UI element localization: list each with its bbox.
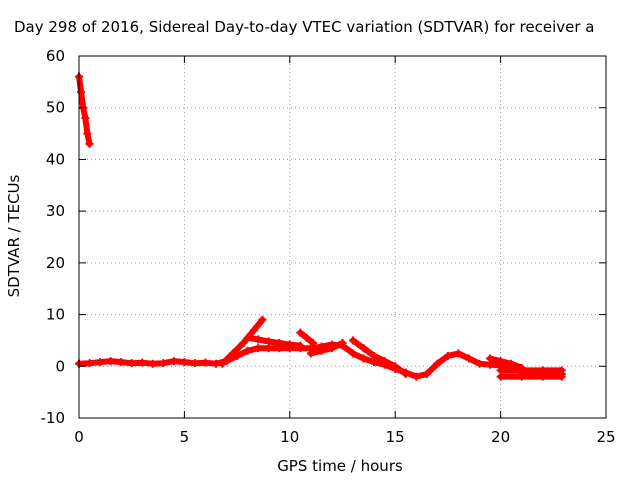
plot-frame — [78, 55, 607, 419]
x-tick-label: 0 — [74, 428, 84, 446]
data-point — [454, 349, 463, 358]
data-point — [159, 359, 168, 368]
data-point — [148, 359, 157, 368]
tick-layer: 0 5 10 15 20 25 -10 0 10 20 30 40 50 60 — [41, 47, 616, 446]
data-point — [83, 129, 92, 138]
data-point — [85, 139, 94, 148]
series-band — [307, 340, 346, 357]
data-point — [85, 359, 94, 368]
data-point — [117, 358, 126, 367]
data-point — [338, 339, 347, 348]
y-tick-label: 10 — [46, 306, 65, 324]
data-point — [557, 366, 566, 375]
data-point — [190, 359, 199, 368]
series-layer — [75, 72, 566, 381]
data-point — [138, 358, 147, 367]
data-point — [106, 357, 115, 366]
data-point — [302, 333, 311, 342]
x-tick-label: 20 — [491, 428, 510, 446]
data-point — [359, 354, 368, 363]
data-point — [317, 346, 326, 355]
data-point — [359, 344, 368, 353]
data-point — [308, 339, 317, 348]
data-point — [517, 366, 526, 375]
y-tick-label: 60 — [46, 47, 65, 65]
data-point — [180, 358, 189, 367]
data-point — [243, 333, 252, 342]
data-point — [254, 344, 263, 353]
y-tick-label: 20 — [46, 254, 65, 272]
data-point — [264, 337, 273, 346]
data-point — [81, 114, 90, 123]
x-tick-label: 10 — [280, 428, 299, 446]
data-point — [412, 372, 421, 381]
x-tick-label: 5 — [180, 428, 190, 446]
x-tick-label: 25 — [596, 428, 615, 446]
data-point — [464, 354, 473, 363]
data-point — [249, 326, 258, 335]
x-tick-label: 15 — [386, 428, 405, 446]
data-point — [306, 349, 315, 358]
data-point — [380, 357, 389, 366]
series-band — [350, 337, 409, 377]
y-tick-label: 50 — [46, 99, 65, 117]
series-band — [487, 355, 525, 371]
data-point — [296, 328, 305, 337]
data-point — [370, 351, 379, 360]
data-point — [96, 358, 105, 367]
data-point — [496, 366, 505, 375]
y-axis-label: SDTVAR / TECUs — [5, 174, 23, 297]
axes-frame — [78, 55, 607, 419]
data-point — [496, 357, 505, 366]
data-point — [228, 349, 237, 358]
data-point — [254, 335, 263, 344]
y-tick-label: 30 — [46, 202, 65, 220]
data-point — [77, 88, 86, 97]
data-point — [401, 370, 410, 379]
data-point — [264, 344, 273, 353]
data-point — [349, 349, 358, 358]
data-point — [433, 359, 442, 368]
data-point — [507, 359, 516, 368]
data-point — [296, 341, 305, 350]
data-point — [243, 346, 252, 355]
data-point — [475, 359, 484, 368]
x-axis-label: GPS time / hours — [277, 457, 403, 475]
data-point — [486, 354, 495, 363]
data-point — [443, 351, 452, 360]
data-point — [327, 344, 336, 353]
y-tick-label: -10 — [41, 409, 66, 427]
data-point — [391, 362, 400, 371]
data-point — [349, 336, 358, 345]
data-point — [218, 359, 227, 368]
chart-title: Day 298 of 2016, Sidereal Day-to-day VTE… — [14, 18, 595, 36]
y-tick-label: 0 — [55, 357, 65, 375]
data-point — [201, 358, 210, 367]
data-point — [538, 366, 547, 375]
data-point — [169, 357, 178, 366]
grid-layer — [79, 56, 606, 418]
y-tick-label: 40 — [46, 150, 65, 168]
data-point — [127, 359, 136, 368]
data-point — [275, 339, 284, 348]
data-point — [285, 340, 294, 349]
data-point — [239, 339, 248, 348]
data-point — [258, 315, 267, 324]
data-point — [422, 370, 431, 379]
